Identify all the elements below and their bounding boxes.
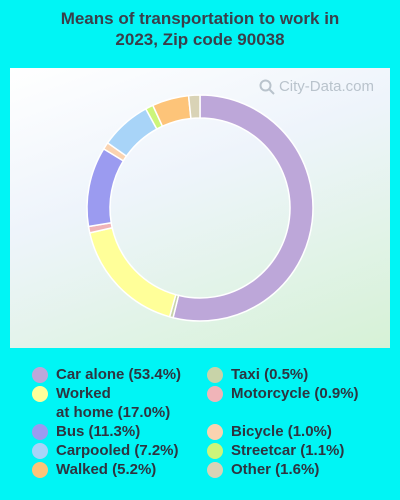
legend-label: Taxi (0.5%) bbox=[231, 366, 309, 383]
legend-item-bicycle: Bicycle (1.0%) bbox=[207, 422, 332, 441]
legend-swatch bbox=[32, 462, 48, 478]
legend-swatch bbox=[207, 386, 223, 402]
watermark-text: City-Data.com bbox=[278, 78, 374, 95]
legend-label: Streetcar (1.1%) bbox=[231, 442, 345, 459]
legend-label: Bus (11.3%) bbox=[56, 423, 141, 440]
legend-item-walked: Walked (5.2%) bbox=[32, 460, 156, 479]
legend-label: Walked (5.2%) bbox=[56, 461, 157, 478]
legend-item-car-alone: Car alone (53.4%) bbox=[32, 365, 181, 384]
legend-label: Motorcycle (0.9%) bbox=[231, 385, 359, 402]
legend-label: Car alone (53.4%) bbox=[56, 366, 182, 383]
legend-item-other: Other (1.6%) bbox=[207, 460, 319, 479]
legend-swatch bbox=[32, 424, 48, 440]
chart-title-line-2: 2023, Zip code 90038 bbox=[115, 30, 285, 49]
legend-label: Other (1.6%) bbox=[231, 461, 320, 478]
donut-slice-car-alone bbox=[172, 94, 314, 322]
legend-swatch bbox=[32, 443, 48, 459]
donut-slice-other bbox=[187, 94, 201, 120]
legend-swatch bbox=[207, 462, 223, 478]
legend-swatch bbox=[207, 443, 223, 459]
donut-slice-worked-at-home bbox=[88, 226, 177, 318]
legend-swatch bbox=[207, 424, 223, 440]
donut-chart bbox=[86, 94, 314, 322]
chart-panel: City-Data.com bbox=[10, 68, 390, 348]
legend-item-carpooled: Carpooled (7.2%) bbox=[32, 441, 179, 460]
legend-label: Bicycle (1.0%) bbox=[231, 423, 332, 440]
legend-label: Worked at home (17.0%) bbox=[56, 385, 171, 421]
legend-swatch bbox=[207, 367, 223, 383]
chart-title: Means of transportation to work in 2023,… bbox=[0, 8, 400, 50]
legend-item-bus: Bus (11.3%) bbox=[32, 422, 140, 441]
legend-label: Carpooled (7.2%) bbox=[56, 442, 179, 459]
legend-item-motorcycle: Motorcycle (0.9%) bbox=[207, 384, 359, 403]
legend-item-taxi: Taxi (0.5%) bbox=[207, 365, 308, 384]
watermark: City-Data.com bbox=[259, 78, 374, 95]
legend-item-streetcar: Streetcar (1.1%) bbox=[207, 441, 344, 460]
magnifier-icon bbox=[259, 79, 275, 95]
legend-swatch bbox=[32, 367, 48, 383]
chart-title-line-1: Means of transportation to work in bbox=[60, 9, 340, 28]
legend-swatch bbox=[32, 386, 48, 402]
donut-slice-bus bbox=[86, 147, 125, 228]
legend-item-worked-at-home: Worked at home (17.0%) bbox=[32, 384, 170, 422]
